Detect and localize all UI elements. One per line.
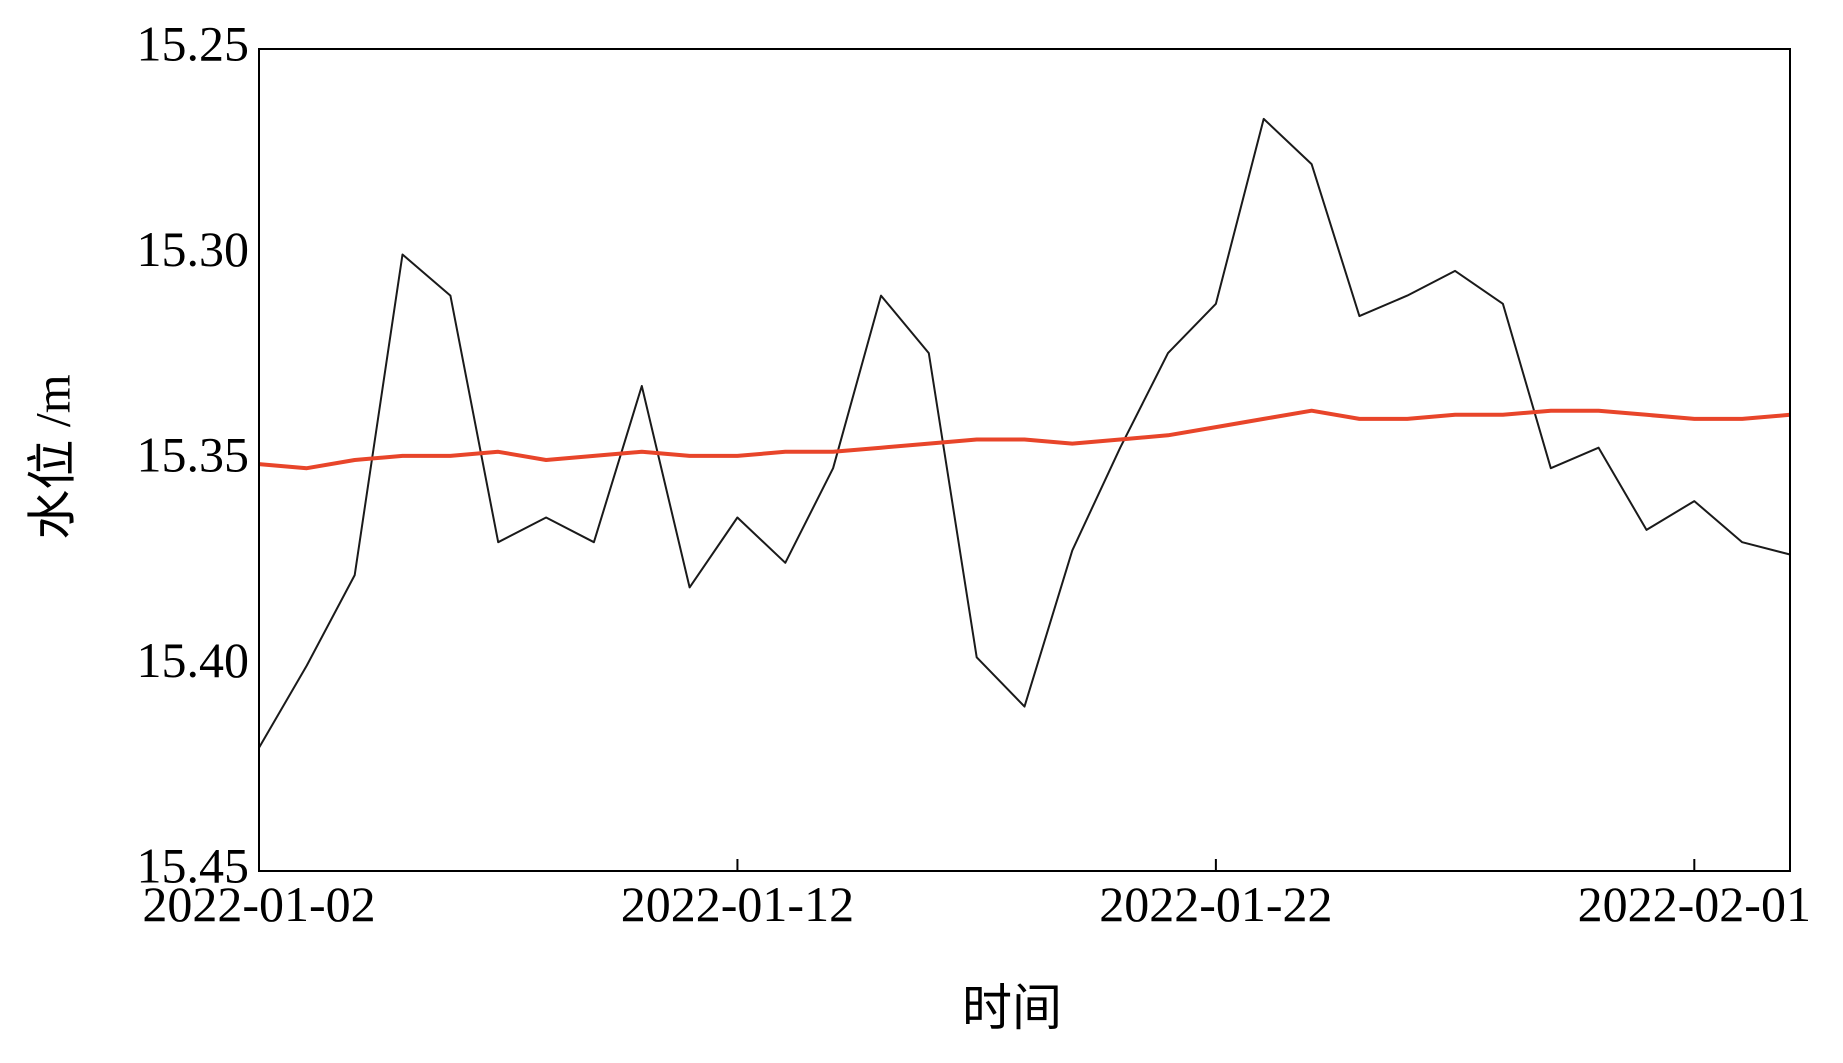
plot-frame xyxy=(258,48,1791,872)
x-tick-label: 2022-02-01 xyxy=(1578,876,1811,932)
series-line xyxy=(258,408,1791,471)
x-tick-label: 2022-01-02 xyxy=(142,876,375,932)
y-axis-label: 水位 /m xyxy=(24,374,80,539)
y-tick-label: 15.30 xyxy=(137,221,250,277)
x-tick-label: 2022-01-12 xyxy=(621,876,854,932)
y-tick-label: 15.40 xyxy=(137,632,250,688)
y-tick-label: 15.35 xyxy=(137,426,250,482)
series-line xyxy=(258,117,1791,749)
x-axis-label: 时间 xyxy=(962,980,1062,1036)
y-tick-label: 15.45 xyxy=(137,837,250,893)
y-tick-label: 15.25 xyxy=(137,15,250,71)
x-tick-label: 2022-01-22 xyxy=(1099,876,1332,932)
